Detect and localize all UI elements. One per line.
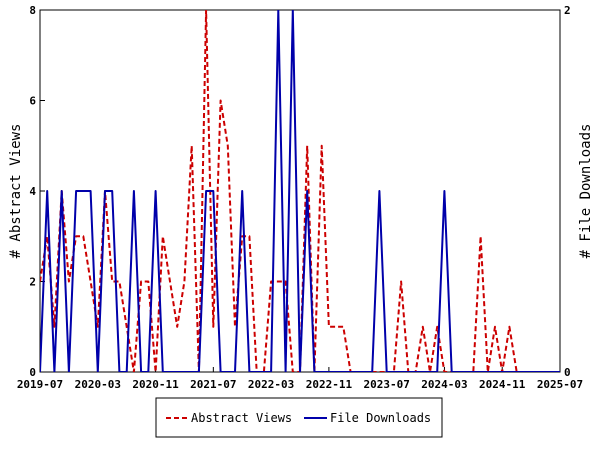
x-tick-label: 2021-07 [190,378,236,391]
x-tick-label: 2024-11 [479,378,526,391]
legend-box [155,397,443,438]
x-tick-label: 2025-07 [537,378,583,391]
legend-label-abstract-views: Abstract Views [191,411,292,425]
y-left-tick-label: 2 [29,276,36,289]
y-axis-right: 02 [555,4,571,379]
x-tick-label: 2022-11 [306,378,353,391]
y-right-tick-label: 2 [564,4,571,17]
y-right-tick-label: 0 [564,366,571,379]
series-layer [40,10,560,372]
y-left-tick-label: 8 [29,4,36,17]
x-tick-label: 2020-03 [75,378,121,391]
x-tick-label: 2022-03 [248,378,294,391]
y-axis-right-title: # File Downloads [578,124,594,259]
y-left-tick-label: 0 [29,366,36,379]
x-tick-label: 2024-03 [421,378,467,391]
x-tick-label: 2023-07 [363,378,409,391]
y-left-tick-label: 4 [29,185,36,198]
y-left-tick-label: 6 [29,95,36,108]
series-line-abstract-views [40,10,560,372]
legend: Abstract Views File Downloads [155,397,443,438]
legend-label-file-downloads: File Downloads [330,411,431,425]
series-line-file-downloads [40,10,560,372]
x-tick-label: 2020-11 [132,378,179,391]
x-tick-label: 2019-07 [17,378,63,391]
y-axis-left-title: # Abstract Views [8,124,24,259]
